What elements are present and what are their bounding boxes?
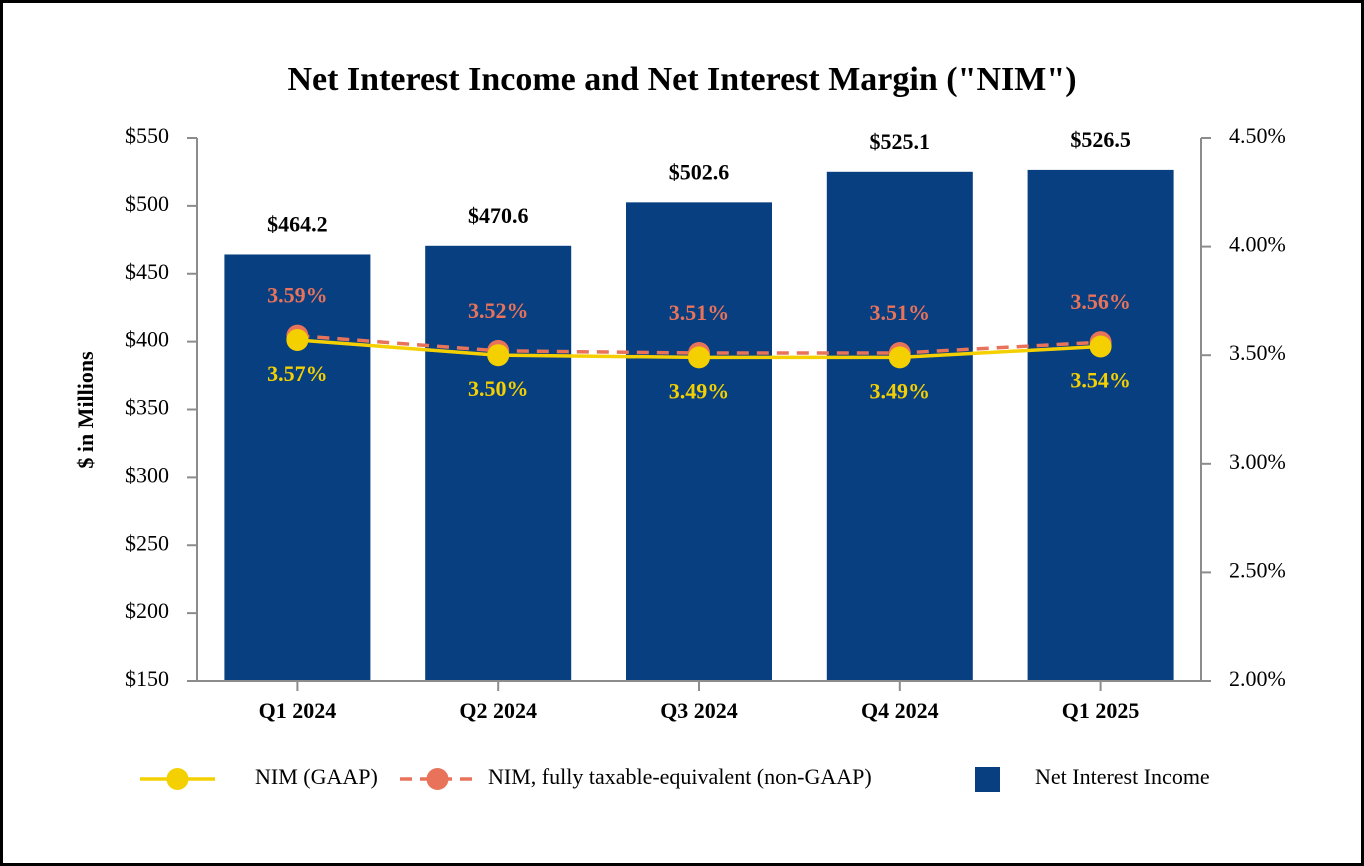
y-tick-label: $450: [125, 259, 169, 284]
y-axis-label: $ in Millions: [73, 351, 98, 469]
bar-label: $502.6: [669, 159, 730, 184]
y2-tick-label: 2.00%: [1229, 666, 1286, 691]
bar-label: $525.1: [870, 129, 931, 154]
y2-tick-label: 3.00%: [1229, 449, 1286, 474]
line-label: 3.51%: [870, 300, 931, 325]
line-label: 3.50%: [468, 376, 529, 401]
bar: [626, 202, 772, 681]
y-tick-label: $250: [125, 530, 169, 555]
x-tick-label: Q3 2024: [660, 698, 738, 723]
y2-tick-label: 3.50%: [1229, 340, 1286, 365]
line-label: 3.51%: [669, 300, 730, 325]
marker: [1089, 335, 1112, 358]
marker: [487, 344, 510, 367]
line-label: 3.59%: [267, 283, 328, 308]
line-label: 3.49%: [669, 378, 730, 403]
y2-tick-label: 4.50%: [1229, 123, 1286, 148]
y2-tick-label: 4.00%: [1229, 232, 1286, 257]
legend-marker: [426, 768, 449, 790]
bar-label: $526.5: [1070, 127, 1131, 152]
legend-label: Net Interest Income: [1035, 764, 1210, 789]
line-label: 3.52%: [468, 298, 529, 323]
y-tick-label: $400: [125, 327, 169, 352]
bar: [425, 245, 572, 681]
marker: [688, 346, 710, 369]
x-tick-label: Q1 2024: [259, 698, 337, 723]
legend-label: NIM (GAAP): [255, 764, 378, 789]
line-label: 3.56%: [1070, 289, 1131, 314]
y-tick-label: $300: [125, 462, 169, 487]
legend-swatch: [975, 767, 1000, 792]
x-tick-label: Q1 2025: [1062, 698, 1140, 723]
legend-marker: [166, 768, 189, 790]
line-label: 3.57%: [267, 361, 328, 386]
y2-tick-label: 2.50%: [1229, 557, 1286, 582]
line-label: 3.49%: [870, 378, 931, 403]
legend-label: NIM, fully taxable-equivalent (non-GAAP): [488, 764, 872, 789]
y-tick-label: $350: [125, 395, 169, 420]
y-tick-label: $200: [125, 598, 169, 623]
bar: [1027, 169, 1174, 681]
marker: [286, 328, 309, 351]
bar-label: $470.6: [468, 203, 529, 228]
y-tick-label: $150: [125, 666, 169, 691]
x-tick-label: Q4 2024: [861, 698, 939, 723]
y-tick-label: $500: [125, 191, 169, 216]
bar-label: $464.2: [267, 212, 328, 237]
marker: [888, 346, 911, 369]
line-label: 3.54%: [1070, 368, 1131, 393]
bar: [826, 171, 973, 681]
y-tick-label: $550: [125, 123, 169, 148]
chart-title: Net Interest Income and Net Interest Mar…: [287, 61, 1076, 98]
x-tick-label: Q2 2024: [459, 698, 537, 723]
bar: [224, 254, 371, 681]
